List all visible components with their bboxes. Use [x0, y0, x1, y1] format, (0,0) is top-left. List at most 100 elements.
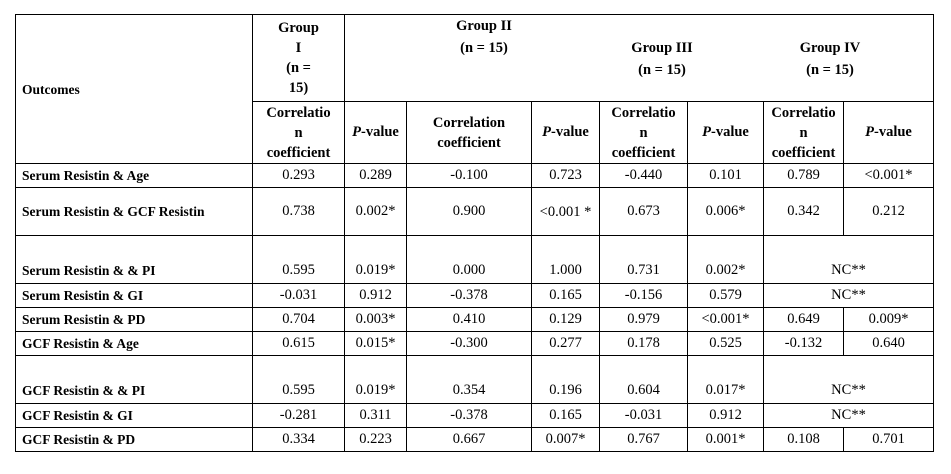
- g3-p-suffix: -value: [711, 124, 749, 140]
- results-table: Outcomes Group I (n = 15) Group II (n = …: [15, 14, 935, 452]
- cell-value: 0.017*: [687, 355, 764, 404]
- row-label: Serum Resistin & PD: [15, 307, 253, 332]
- g2-p-letter: P: [542, 124, 551, 140]
- cell-value: 0.178: [599, 331, 688, 356]
- cell-value: 0.196: [531, 355, 600, 404]
- group2-n: (n = 15): [460, 40, 508, 56]
- group1-name-line: (n =: [286, 60, 311, 76]
- cell-value: 0.579: [687, 283, 764, 308]
- cell-value: -0.281: [252, 403, 345, 428]
- g4-corr-line: Correlatio: [771, 104, 836, 121]
- cell-value: 0.009*: [842, 307, 935, 332]
- row-label: Serum Resistin & & PI: [15, 235, 253, 284]
- row-label: GCF Resistin & GI: [15, 403, 253, 428]
- cell-value: 0.595: [252, 355, 345, 404]
- cell-value: 0.277: [531, 331, 600, 356]
- cell-value: <0.001*: [687, 307, 764, 332]
- outcomes-header: Outcomes: [15, 14, 253, 164]
- g4-corr-line: n: [799, 124, 808, 141]
- table-row: GCF Resistin & PD 0.334 0.223 0.667 0.00…: [15, 427, 935, 452]
- cell-value: 0.410: [406, 307, 532, 332]
- cell-value: 0.165: [531, 403, 600, 428]
- g4-pvalue-header: P-value: [842, 101, 935, 164]
- cell-value: 0.002*: [687, 235, 764, 284]
- g3-corr-header: Correlatio n coefficient: [599, 101, 688, 164]
- g4-corr-header: Correlatio n coefficient: [763, 101, 844, 164]
- cell-value: 0.667: [406, 427, 532, 452]
- table-row: Serum Resistin & GI -0.031 0.912 -0.378 …: [15, 283, 935, 308]
- cell-value: -0.378: [406, 283, 532, 308]
- group3-header: Group III (n = 15): [597, 37, 727, 81]
- cell-value: -0.031: [599, 403, 688, 428]
- cell-value: 0.912: [687, 403, 764, 428]
- cell-value: 0.015*: [344, 331, 407, 356]
- cell-value: 0.767: [599, 427, 688, 452]
- cell-value: 0.595: [252, 235, 345, 284]
- group2-name: Group II: [456, 18, 512, 34]
- table-row: Serum Resistin & Age 0.293 0.289 -0.100 …: [15, 163, 935, 188]
- cell-value: 0.001*: [687, 427, 764, 452]
- cell-value: 0.342: [763, 187, 844, 236]
- cell-value: 0.212: [842, 187, 935, 236]
- g2-p-suffix: -value: [551, 124, 589, 140]
- cell-value: 0.525: [687, 331, 764, 356]
- g4-corr-line: coefficient: [771, 144, 836, 161]
- g4-p-suffix: -value: [874, 124, 912, 140]
- g2-corr-header: Correlation coefficient: [406, 101, 532, 164]
- g2-corr-line: coefficient: [437, 134, 501, 151]
- cell-value: 0.019*: [344, 235, 407, 284]
- cell-value: 0.604: [599, 355, 688, 404]
- not-calculated-cell: NC**: [762, 283, 935, 308]
- cell-value: -0.132: [763, 331, 844, 356]
- table-row: GCF Resistin & Age 0.615 0.015* -0.300 0…: [15, 331, 935, 356]
- row-label: GCF Resistin & PD: [15, 427, 253, 452]
- header-row-groups: Outcomes Group I (n = 15) Group II (n = …: [15, 14, 935, 164]
- cell-value: 0.900: [406, 187, 532, 236]
- g3-corr-line: coefficient: [611, 144, 676, 161]
- cell-value: -0.378: [406, 403, 532, 428]
- cell-value: 0.165: [531, 283, 600, 308]
- cell-value: 0.002*: [344, 187, 407, 236]
- g1-corr-line: Correlatio: [266, 104, 331, 121]
- table-row: Serum Resistin & PD 0.704 0.003* 0.410 0…: [15, 307, 935, 332]
- cell-value: 0.289: [344, 163, 407, 188]
- g1-corr-line: coefficient: [266, 144, 331, 161]
- cell-value: 0.223: [344, 427, 407, 452]
- group3-n: (n = 15): [638, 62, 686, 78]
- row-label: Serum Resistin & GCF Resistin: [15, 187, 253, 236]
- groups-2-4-header: Group II (n = 15) Group III (n = 15) Gro…: [343, 14, 935, 102]
- cell-value: 0.101: [687, 163, 764, 188]
- not-calculated-cell: NC**: [762, 403, 935, 428]
- cell-value: 0.673: [599, 187, 688, 236]
- not-calculated-cell: NC**: [762, 355, 935, 404]
- cell-value: 0.007*: [531, 427, 600, 452]
- group1-name-line: 15): [288, 80, 309, 96]
- cell-value: 0.912: [344, 283, 407, 308]
- g4-p-letter: P: [865, 124, 874, 140]
- cell-value: -0.100: [406, 163, 532, 188]
- group1-header: Group I (n = 15): [252, 14, 345, 102]
- group1-name-line: Group: [278, 20, 319, 36]
- g1-p-suffix: -value: [361, 124, 399, 140]
- group4-name: Group IV: [799, 40, 861, 56]
- g1-corr-line: n: [294, 124, 303, 141]
- group3-name: Group III: [631, 40, 693, 56]
- cell-value: <0.001*: [842, 163, 935, 188]
- row-label: GCF Resistin & & PI: [15, 355, 253, 404]
- g3-pvalue-header: P-value: [687, 101, 764, 164]
- cell-value: 0.704: [252, 307, 345, 332]
- cell-value: 0.615: [252, 331, 345, 356]
- not-calculated-cell: NC**: [762, 235, 935, 284]
- g3-corr-line: Correlatio: [611, 104, 676, 121]
- table-row: Serum Resistin & & PI 0.595 0.019* 0.000…: [15, 235, 935, 284]
- cell-value: 0.789: [763, 163, 844, 188]
- g3-corr-line: n: [639, 124, 648, 141]
- table-row: Serum Resistin & GCF Resistin 0.738 0.00…: [15, 187, 935, 236]
- table-row: GCF Resistin & GI -0.281 0.311 -0.378 0.…: [15, 403, 935, 428]
- cell-value: 0.354: [406, 355, 532, 404]
- group1-name-line: I: [295, 40, 302, 56]
- cell-value: 1.000: [531, 235, 600, 284]
- g1-p-letter: P: [352, 124, 361, 140]
- cell-value: 0.293: [252, 163, 345, 188]
- group4-header: Group IV (n = 15): [765, 37, 895, 81]
